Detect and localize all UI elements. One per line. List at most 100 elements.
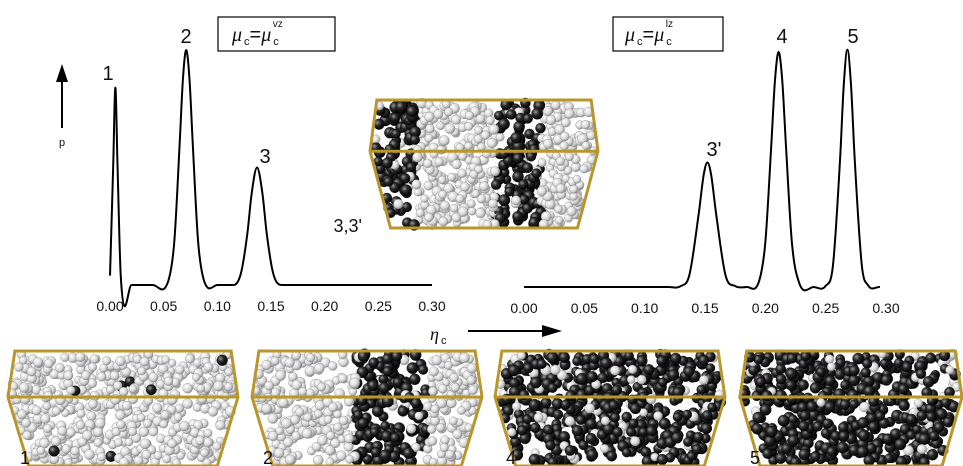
particle xyxy=(283,437,294,448)
particle xyxy=(88,362,98,372)
particle xyxy=(636,355,648,367)
particle xyxy=(413,188,423,197)
snapshot-label: 5 xyxy=(750,448,760,466)
particle xyxy=(167,438,177,449)
particle xyxy=(554,204,563,214)
particle xyxy=(608,400,619,411)
particle xyxy=(171,458,181,466)
particle xyxy=(97,452,106,462)
particle xyxy=(427,436,438,446)
particle xyxy=(528,453,541,466)
particle xyxy=(431,355,442,366)
particle xyxy=(438,383,448,394)
particle xyxy=(683,366,695,378)
particle xyxy=(444,107,453,117)
particle xyxy=(317,435,328,446)
particle xyxy=(579,164,589,174)
particle xyxy=(506,109,517,120)
particle xyxy=(508,364,520,377)
particle xyxy=(17,409,27,420)
particle xyxy=(141,449,152,460)
particle xyxy=(203,428,213,438)
particle xyxy=(93,426,104,437)
particle xyxy=(533,412,544,423)
particle xyxy=(124,437,134,447)
particle xyxy=(755,376,766,387)
particle xyxy=(61,444,71,454)
particle xyxy=(406,362,419,374)
particle xyxy=(486,137,498,149)
particle xyxy=(512,170,524,183)
particle xyxy=(826,446,837,457)
particle xyxy=(469,169,479,179)
particle xyxy=(39,437,50,449)
particle xyxy=(284,357,295,368)
particle xyxy=(336,450,347,461)
x-tick-label: 0.25 xyxy=(365,298,392,314)
particle xyxy=(522,113,533,124)
particle xyxy=(884,453,894,464)
mu-subscript: c xyxy=(273,36,279,48)
particle xyxy=(439,200,450,211)
particle xyxy=(898,383,909,395)
particle xyxy=(600,357,613,370)
particle xyxy=(705,363,716,373)
particle xyxy=(555,183,566,194)
particle xyxy=(464,122,474,131)
particle xyxy=(328,402,338,413)
particle xyxy=(66,427,76,438)
particle xyxy=(451,159,462,170)
particle xyxy=(448,416,458,426)
peak-label: 2 xyxy=(180,26,191,48)
particle xyxy=(70,446,80,456)
particle xyxy=(314,363,325,374)
particle xyxy=(439,135,450,146)
particle xyxy=(430,404,440,414)
particle xyxy=(586,371,598,383)
particle xyxy=(60,353,70,362)
particle xyxy=(392,377,403,388)
particle xyxy=(501,393,513,405)
particle xyxy=(410,397,422,409)
particle xyxy=(798,448,811,461)
particle xyxy=(450,383,460,392)
particle xyxy=(458,152,468,161)
particle xyxy=(707,402,717,413)
particle xyxy=(816,398,826,407)
particle xyxy=(913,398,923,408)
particle xyxy=(427,424,437,434)
mu-subscript: c xyxy=(637,36,643,48)
particle xyxy=(438,190,447,199)
particle xyxy=(764,435,776,447)
particle xyxy=(558,351,570,363)
particle xyxy=(424,133,434,143)
particle xyxy=(390,432,401,443)
particle xyxy=(824,401,836,413)
particle xyxy=(368,357,379,368)
particle xyxy=(278,397,289,408)
particle xyxy=(440,435,450,445)
particle xyxy=(270,356,280,366)
particle xyxy=(406,162,417,173)
particle xyxy=(57,426,67,436)
particle xyxy=(476,194,486,204)
particle xyxy=(444,361,453,370)
particle xyxy=(880,374,893,386)
particle xyxy=(857,417,869,429)
particle xyxy=(390,112,401,123)
particle xyxy=(94,417,106,429)
particle xyxy=(306,353,316,363)
particle xyxy=(295,407,305,417)
x-tick-label: 0.10 xyxy=(631,300,658,316)
particle xyxy=(519,194,530,205)
particle xyxy=(645,425,657,437)
particle xyxy=(485,115,495,125)
particle xyxy=(75,420,86,430)
particle xyxy=(395,100,408,113)
particle xyxy=(466,375,476,385)
particle xyxy=(116,419,126,430)
particle xyxy=(88,399,98,409)
particle xyxy=(862,358,873,369)
particle xyxy=(50,436,61,447)
